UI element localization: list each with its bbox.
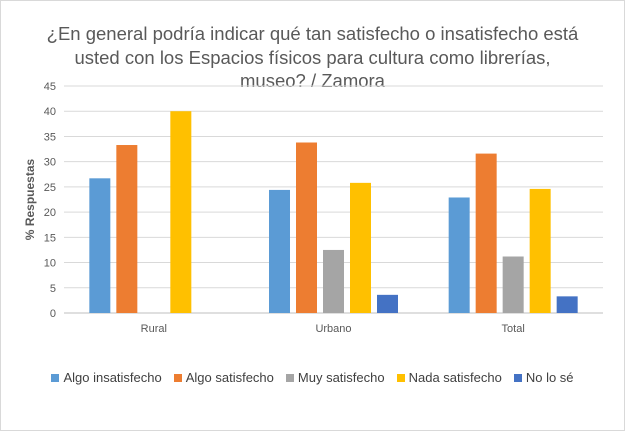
y-tick-label: 0 [50,308,56,320]
bar-nada-satisfecho-total [529,188,551,313]
bar-muy-satisfecho-total [502,256,524,313]
legend-swatch [513,373,522,382]
legend-label: Algo satisfecho [185,370,274,385]
legend-swatch [173,373,182,382]
x-tick-label: Rural [141,323,167,335]
y-axis-label: % Respuestas [23,158,37,240]
legend-swatch [51,373,60,382]
bar-nada-satisfecho-rural [170,111,192,313]
legend-label: Muy satisfecho [297,370,385,385]
bar-algo-satisfecho-total [475,153,497,313]
bar-nada-satisfecho-urbano [350,182,371,313]
bar-no-lo-s--total [556,296,578,313]
legend-swatch [396,373,405,382]
y-tick-label: 10 [44,258,56,270]
x-tick-label: Urbano [315,323,351,335]
x-tick-label: Total [502,323,525,335]
y-tick-label: 40 [44,106,56,118]
chart-legend: Algo insatisfecho Algo satisfecho Muy sati… [0,370,625,385]
legend-label: No lo sé [525,370,574,385]
legend-label: Nada satisfecho [408,370,502,385]
y-tick-label: 15 [44,232,56,244]
bar-algo-insatisfecho-rural [89,178,111,313]
y-tick-label: 30 [44,157,56,169]
bar-algo-satisfecho-urbano [296,142,317,313]
y-tick-label: 20 [44,207,56,219]
legend-item: Muy satisfecho [285,370,385,385]
legend-item: Nada satisfecho [396,370,502,385]
y-tick-label: 5 [50,283,56,295]
y-tick-label: 45 [44,81,56,93]
legend-item: No lo sé [513,370,574,385]
chart-title: ¿En general podría indicar qué tan satis… [46,23,579,91]
y-tick-label: 35 [44,131,56,143]
legend-swatch [285,373,294,382]
legend-label: Algo insatisfecho [63,370,162,385]
bar-algo-insatisfecho-urbano [269,189,290,313]
legend-item: Algo insatisfecho [51,370,162,385]
bar-algo-insatisfecho-total [448,197,470,313]
bar-muy-satisfecho-urbano [323,249,344,313]
bar-algo-satisfecho-rural [116,145,138,313]
legend-item: Algo satisfecho [173,370,274,385]
y-tick-label: 25 [44,182,56,194]
bar-no-lo-s--urbano [377,294,398,313]
